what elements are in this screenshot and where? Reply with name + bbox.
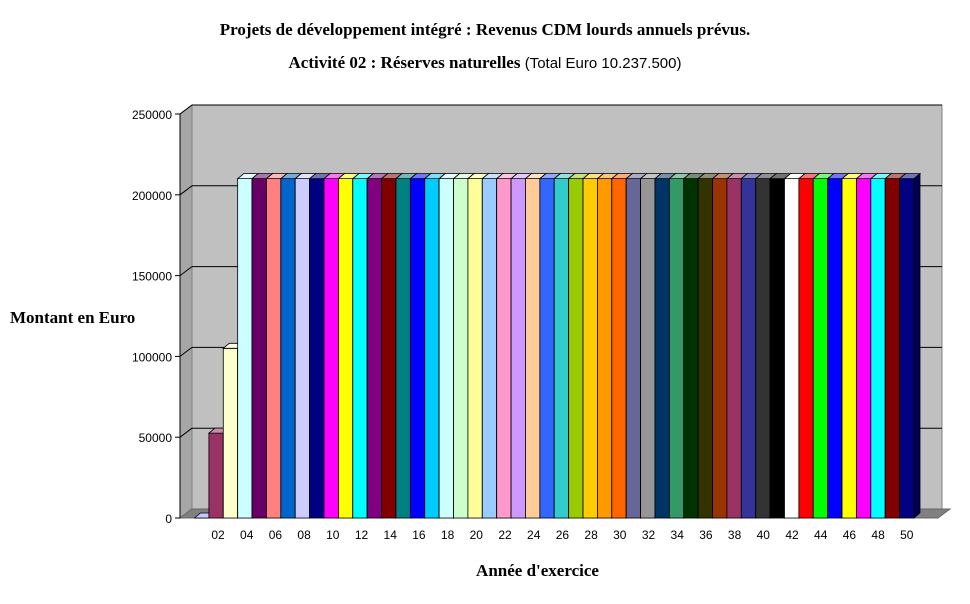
gridline-depth — [179, 104, 193, 115]
chart-subtitle-bold: Activité 02 : Réserves naturelles — [288, 53, 521, 72]
x-tick-label: 02 — [211, 528, 225, 542]
plot-side-wall — [179, 104, 193, 519]
x-tick-label: 04 — [240, 528, 254, 542]
x-tick-label: 06 — [269, 528, 283, 542]
y-tick-label: 150000 — [132, 270, 172, 284]
x-tick-label: 10 — [326, 528, 340, 542]
x-tick-label: 22 — [498, 528, 512, 542]
x-tick-label: 32 — [642, 528, 656, 542]
x-tick-label: 50 — [900, 528, 914, 542]
y-tick-label: 0 — [165, 512, 172, 526]
gridline-depth — [179, 427, 193, 438]
y-tick-label: 100000 — [132, 350, 172, 364]
x-axis-title: Année d'exercice — [476, 561, 599, 580]
chart-subtitle: Activité 02 : Réserves naturelles (Total… — [0, 53, 970, 73]
x-tick-label: 18 — [441, 528, 455, 542]
x-tick-label: 14 — [384, 528, 398, 542]
x-tick-label: 24 — [527, 528, 541, 542]
y-tick-label: 250000 — [132, 108, 172, 122]
gridline-depth — [179, 185, 193, 196]
x-tick-label: 20 — [470, 528, 484, 542]
x-tick-label: 30 — [613, 528, 627, 542]
gridline-depth — [179, 266, 193, 277]
y-axis-title: Montant en Euro — [10, 308, 136, 327]
x-tick-label: 36 — [699, 528, 713, 542]
x-tick-label: 34 — [671, 528, 685, 542]
chart-title: Projets de développement intégré : Reven… — [219, 20, 751, 39]
x-tick-label: 08 — [297, 528, 311, 542]
x-tick-label: 48 — [871, 528, 885, 542]
y-tick-label: 200000 — [132, 189, 172, 203]
x-tick-label: 28 — [584, 528, 598, 542]
x-tick-label: 46 — [843, 528, 857, 542]
y-tick-label: 50000 — [139, 431, 173, 445]
x-tick-label: 44 — [814, 528, 828, 542]
bar — [898, 172, 922, 519]
x-tick-label: 16 — [412, 528, 426, 542]
x-tick-label: 42 — [785, 528, 799, 542]
x-tick-label: 38 — [728, 528, 742, 542]
x-tick-label: 26 — [556, 528, 570, 542]
x-tick-label: 12 — [355, 528, 369, 542]
gridline-depth — [179, 346, 193, 357]
x-tick-label: 40 — [757, 528, 771, 542]
chart-subtitle-note: (Total Euro 10.237.500) — [524, 55, 682, 72]
